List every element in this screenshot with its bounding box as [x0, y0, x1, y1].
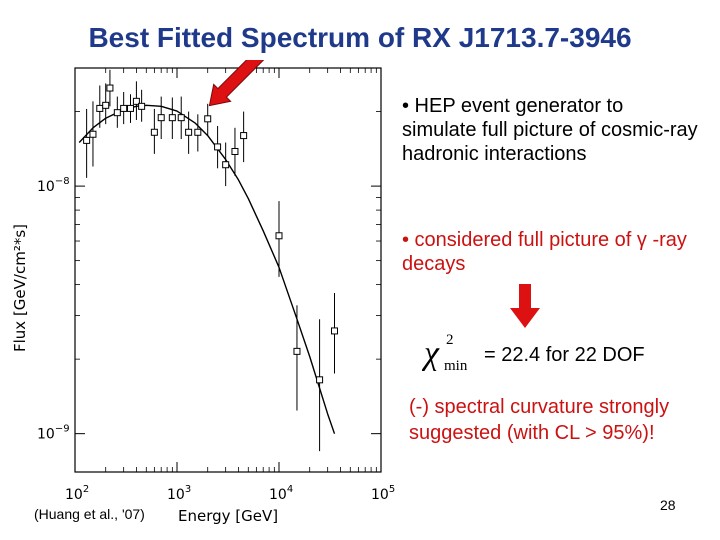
data-point [194, 128, 202, 136]
data-point [330, 327, 338, 335]
slide-title: Best Fitted Spectrum of RX J1713.7-3946 [88, 22, 632, 53]
data-point [231, 147, 239, 155]
data-points-group [83, 69, 338, 452]
x-tick-label: 103 [167, 484, 191, 503]
data-point [120, 104, 128, 112]
annotation-arrow-icon [208, 60, 265, 107]
data-point [106, 84, 114, 92]
data-point [177, 114, 185, 122]
y-axis-label: Flux [GeV/cm²*s] [11, 224, 29, 352]
data-point [89, 130, 97, 138]
data-point [157, 114, 165, 122]
plot-frame [74, 67, 382, 473]
chi-letter: χ [422, 335, 440, 372]
chi-square-value: = 22.4 for 22 DOF [484, 344, 645, 366]
x-axis-label: Energy [GeV] [178, 507, 278, 525]
data-point [240, 132, 248, 140]
chi-subscript: min [444, 358, 468, 374]
data-point [83, 136, 91, 144]
chi-superscript: 2 [446, 332, 454, 348]
chi-square-symbol: χ 2 min [422, 332, 468, 374]
bullet-gamma-decays: • considered full picture of γ -ray deca… [402, 229, 687, 275]
y-tick-label: 10−9 [37, 424, 70, 443]
chart-axes: 102 103 104 105 10−9 10−8 Energy [GeV] Flux [Ge… [11, 67, 395, 525]
data-point [96, 104, 104, 112]
bullet-hep-generator: • HEP event generator to simulate full p… [402, 95, 698, 165]
data-point [185, 128, 193, 136]
data-point [222, 161, 230, 169]
data-point [138, 102, 146, 110]
down-arrow-icon [510, 284, 540, 328]
data-point [275, 232, 283, 240]
annotation-arrow-group [208, 60, 265, 107]
data-point [204, 115, 212, 123]
page-number: 28 [660, 497, 676, 513]
y-tick-label: 10−8 [37, 176, 70, 195]
data-point [293, 347, 301, 355]
data-point [214, 143, 222, 151]
data-point [150, 128, 158, 136]
data-point [113, 109, 121, 117]
x-tick-label: 104 [269, 484, 293, 503]
data-point [126, 104, 134, 112]
curvature-conclusion: (-) spectral curvature strongly suggeste… [409, 396, 670, 444]
data-point [102, 101, 110, 109]
data-point [316, 376, 324, 384]
citation: (Huang et al., '07) [34, 506, 145, 522]
spectrum-chart: 102 103 104 105 10−9 10−8 Energy [GeV] Flux [Ge… [11, 60, 395, 525]
fit-curve [78, 104, 336, 434]
x-tick-label: 105 [371, 484, 395, 503]
x-tick-label: 102 [65, 484, 89, 503]
data-point [168, 114, 176, 122]
data-point [132, 97, 140, 105]
fit-curve-group [78, 104, 336, 434]
